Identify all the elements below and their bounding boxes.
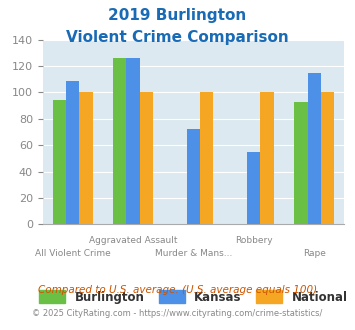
Bar	[187, 129, 200, 224]
Bar	[321, 92, 334, 224]
Text: Violent Crime Comparison: Violent Crime Comparison	[66, 30, 289, 45]
Bar	[53, 100, 66, 224]
Bar	[200, 92, 213, 224]
Bar	[307, 73, 321, 224]
Bar	[140, 92, 153, 224]
Text: Robbery: Robbery	[235, 236, 273, 245]
Text: Aggravated Assault: Aggravated Assault	[89, 236, 178, 245]
Bar	[66, 81, 80, 224]
Legend: Burlington, Kansas, National: Burlington, Kansas, National	[35, 286, 352, 309]
Text: Compared to U.S. average. (U.S. average equals 100): Compared to U.S. average. (U.S. average …	[38, 285, 317, 295]
Bar	[126, 58, 140, 224]
Text: Murder & Mans...: Murder & Mans...	[155, 249, 232, 258]
Bar	[294, 102, 307, 224]
Bar	[80, 92, 93, 224]
Bar	[261, 92, 274, 224]
Text: All Violent Crime: All Violent Crime	[35, 249, 111, 258]
Text: © 2025 CityRating.com - https://www.cityrating.com/crime-statistics/: © 2025 CityRating.com - https://www.city…	[32, 309, 323, 317]
Bar	[247, 152, 261, 224]
Text: 2019 Burlington: 2019 Burlington	[108, 8, 247, 23]
Bar	[113, 58, 126, 224]
Text: Rape: Rape	[303, 249, 326, 258]
